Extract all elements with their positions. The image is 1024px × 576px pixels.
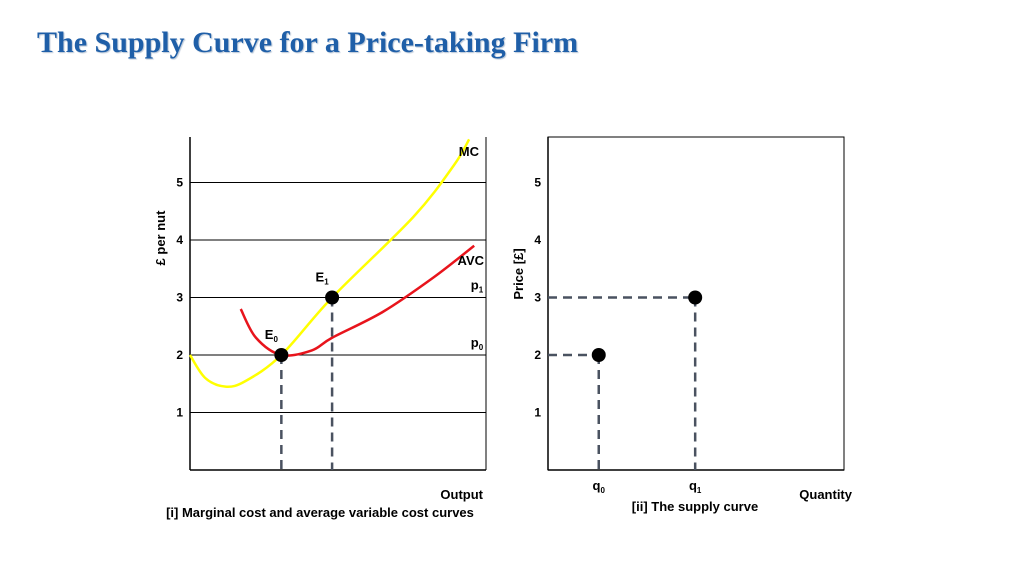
right-y-tick-2: 2 <box>534 348 541 362</box>
left-panel: 1 2 3 4 5 MC AVC E0 E1 p0 p1 £ per nut Output [i… <box>153 137 487 520</box>
e0-label: E0 <box>265 327 279 344</box>
avc-curve <box>239 244 475 357</box>
left-y-tick-5: 5 <box>176 176 183 190</box>
right-y-tick-4: 4 <box>534 233 541 247</box>
q0-label: q0 <box>593 478 606 495</box>
mc-curve <box>188 138 471 388</box>
p1-label: p1 <box>471 278 484 295</box>
left-caption: [i] Marginal cost and average variable c… <box>166 505 474 520</box>
p0-label: p0 <box>471 335 484 352</box>
left-y-tick-3: 3 <box>176 291 183 305</box>
e1-point <box>325 290 340 305</box>
supply-point-q0 <box>591 348 606 362</box>
right-panel: 1 2 3 4 5 q0 q1 Price [£] Quantity [ii] The s… <box>511 136 853 514</box>
e1-label: E1 <box>316 270 330 287</box>
right-caption: [ii] The supply curve <box>632 499 758 514</box>
q1-label: q1 <box>689 478 702 495</box>
right-y-label: Price [£] <box>511 248 526 299</box>
left-x-label: Output <box>440 487 483 502</box>
slide-title: The Supply Curve for a Price-taking Firm <box>37 26 579 59</box>
left-y-tick-2: 2 <box>176 348 183 362</box>
e0-point <box>274 348 289 362</box>
left-y-label: £ per nut <box>153 210 168 266</box>
right-y-tick-3: 3 <box>534 291 541 305</box>
avc-label: AVC <box>458 253 485 268</box>
supply-point-q1 <box>688 290 703 305</box>
left-y-tick-1: 1 <box>176 406 183 420</box>
right-x-label: Quantity <box>799 487 852 502</box>
left-y-tick-4: 4 <box>176 233 183 247</box>
right-y-tick-5: 5 <box>534 176 541 190</box>
mc-label: MC <box>459 144 480 159</box>
right-y-tick-1: 1 <box>534 406 541 420</box>
